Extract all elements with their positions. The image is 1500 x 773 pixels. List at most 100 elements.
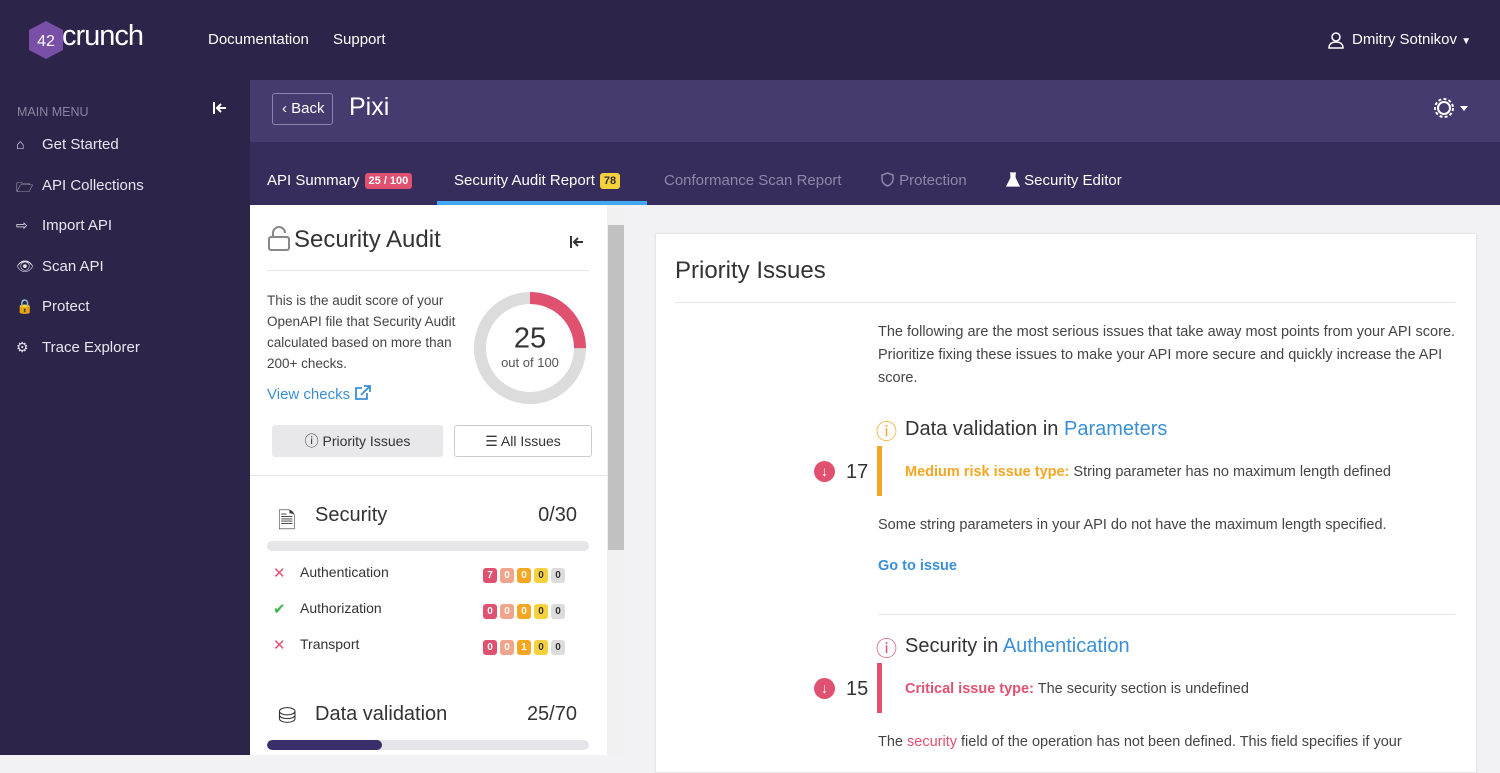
tab[interactable]: Security Audit Report 78 — [454, 172, 621, 189]
score-donut: 25 out of 100 — [474, 292, 586, 404]
issue-category: Security in — [905, 635, 999, 657]
menu-item[interactable]: API Collections — [42, 176, 144, 194]
view-checks-link[interactable]: View checks — [267, 385, 372, 403]
user-icon — [1328, 32, 1344, 49]
tab[interactable]: API Summary 25 / 100 — [267, 172, 413, 189]
go-to-issue-link[interactable]: Go to issue — [878, 558, 957, 574]
collapse-panel-icon[interactable] — [569, 235, 585, 249]
issue-count: 0 — [500, 568, 514, 583]
issue-target[interactable]: Parameters — [1064, 418, 1168, 440]
row-name: Transport — [300, 636, 360, 652]
menu-item[interactable]: Scan API — [42, 257, 104, 275]
active-tab-indicator — [437, 201, 647, 205]
page-header — [250, 80, 1500, 142]
row-name: Authentication — [300, 564, 389, 580]
issue-count: 0 — [500, 640, 514, 655]
risk-label: Medium risk issue type: — [905, 464, 1070, 480]
issue-count: 0 — [517, 568, 531, 583]
issue-count: 0 — [483, 640, 497, 655]
issue-detail: The security field of the operation has … — [878, 734, 1402, 750]
all-issues-button[interactable]: ☰ All Issues — [454, 425, 592, 457]
section-score: 0/30 — [538, 504, 577, 526]
user-menu[interactable]: Dmitry Sotnikov ▼ — [1352, 31, 1472, 48]
collapse-icon[interactable] — [212, 101, 228, 115]
menu-item[interactable]: Trace Explorer — [42, 338, 140, 356]
detail-text: Some string parameters in your API do no… — [878, 517, 1387, 533]
divider — [878, 614, 1455, 615]
link-label: View checks — [267, 386, 351, 403]
status-icon: ✕ — [273, 637, 286, 654]
nav-link[interactable]: Documentation — [208, 31, 309, 48]
tab-label: Security Audit Report — [454, 172, 595, 189]
external-link-icon — [355, 385, 372, 400]
logo-text: crunch — [62, 20, 144, 52]
back-button[interactable]: ‹ Back — [272, 93, 333, 125]
issue-count: 0 — [551, 640, 565, 655]
status-icon: ✕ — [273, 565, 286, 582]
section-icon: ⛁ — [278, 703, 297, 728]
menu-icon: ⌂ — [16, 136, 25, 152]
menu-icon: 🔒 — [16, 298, 34, 314]
top-bar — [0, 0, 1500, 80]
button-label: All Issues — [500, 433, 561, 449]
issue-detail: Some string parameters in your API do no… — [878, 517, 1387, 533]
progress-track — [267, 740, 589, 750]
points-icon: ↓ — [814, 461, 835, 482]
divider — [267, 270, 589, 271]
severity-bar — [877, 663, 882, 713]
score-max: 100 — [537, 355, 559, 370]
sidebar — [0, 80, 250, 755]
score-arc — [474, 292, 586, 404]
logo-number: 42 — [37, 33, 55, 50]
tab-label: Protection — [899, 172, 967, 189]
issue-icon: ⓘ — [876, 421, 897, 444]
audit-description: This is the audit score of your OpenAPI … — [267, 293, 456, 371]
priority-intro: The following are the most serious issue… — [878, 324, 1456, 386]
priority-card — [655, 233, 1477, 773]
score-caption: out of 100 — [501, 355, 559, 370]
progress-fill — [267, 740, 382, 750]
tab-label: Security Editor — [1024, 172, 1122, 189]
tab[interactable]: Protection — [880, 172, 967, 189]
section-icon: 🗎 — [278, 508, 296, 533]
score-value: 25 — [514, 323, 546, 355]
menu-icon: ⇨ — [16, 217, 28, 233]
scrollbar[interactable] — [607, 205, 625, 755]
points-icon: ↓ — [814, 678, 835, 699]
menu-item[interactable]: Protect — [42, 298, 90, 315]
issue-count: 7 — [483, 568, 497, 583]
issue-count: 0 — [534, 568, 548, 583]
page-title: Pixi — [349, 93, 390, 121]
settings-menu[interactable] — [1433, 97, 1471, 119]
tab-label: API Summary — [267, 172, 360, 189]
issue-count: 0 — [534, 640, 548, 655]
issue-category: Data validation in — [905, 418, 1059, 440]
logo-mark: 42 — [29, 21, 63, 59]
tab[interactable]: Security Editor — [1005, 172, 1122, 189]
issue-heading: Security in Authentication — [905, 635, 1130, 658]
severity-bar — [877, 446, 882, 496]
tab[interactable]: Conformance Scan Report — [664, 172, 842, 189]
score-caption-text: out of — [501, 355, 534, 370]
issue-target[interactable]: Authentication — [1002, 635, 1130, 657]
issue-icon: ⓘ — [876, 638, 897, 661]
scroll-thumb[interactable] — [608, 225, 624, 550]
nav-link[interactable]: Support — [333, 31, 386, 48]
priority-issues-button[interactable]: ⓘ Priority Issues — [272, 425, 443, 457]
issue-count: 0 — [551, 604, 565, 619]
back-label: Back — [291, 100, 325, 117]
risk-label: Critical issue type: — [905, 681, 1034, 697]
section-score: 25/70 — [526, 703, 577, 725]
section-name: Security — [315, 504, 388, 526]
tab-badge: 78 — [599, 173, 621, 189]
menu-item[interactable]: Get Started — [42, 136, 119, 153]
menu-item[interactable]: Import API — [42, 217, 113, 234]
issue-points: 17 — [846, 461, 869, 483]
progress-track — [267, 541, 589, 551]
tab-bar — [250, 142, 1500, 205]
audit-title: Security Audit — [294, 226, 441, 253]
issue-points: 15 — [846, 678, 869, 700]
